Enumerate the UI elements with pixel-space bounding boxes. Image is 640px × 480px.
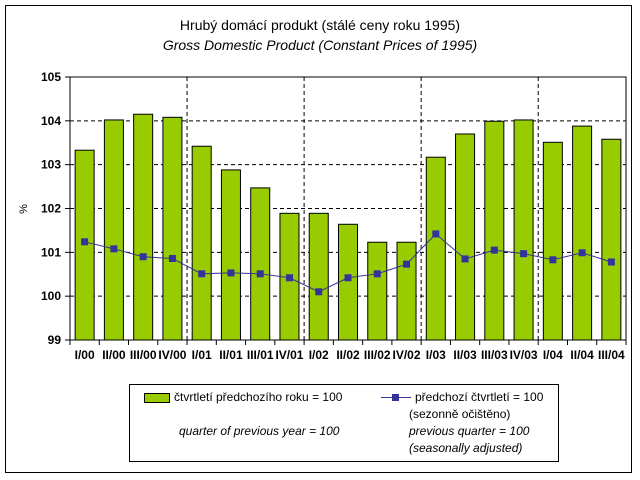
line-point [549, 256, 557, 264]
legend-line-label: předchozí čtvrtletí = 100 [415, 390, 544, 404]
line-point [490, 246, 498, 254]
bar [513, 119, 534, 341]
line-point [285, 274, 293, 282]
x-tick-label: I/02 [309, 348, 329, 362]
x-tick-label: I/01 [192, 348, 212, 362]
line-point [315, 288, 323, 296]
bar [308, 212, 329, 341]
x-tick-label: II/02 [336, 348, 360, 362]
axes-layer [65, 76, 627, 345]
x-tick-label: I/00 [75, 348, 95, 362]
line-point [461, 255, 469, 263]
bar [425, 156, 446, 341]
x-tick-label: III/04 [598, 348, 625, 362]
bar [601, 138, 622, 341]
y-tick-label: 102 [41, 202, 61, 216]
x-tick-label: IV/00 [158, 348, 186, 362]
chart-title: Hrubý domácí produkt (stálé ceny roku 19… [179, 17, 461, 33]
x-tick-label: IV/03 [510, 348, 538, 362]
bars-layer [74, 113, 622, 341]
chart-subtitle: Gross Domestic Product (Constant Prices … [162, 37, 478, 53]
legend: čtvrtletí předchozího roku = 100 quarter… [129, 384, 559, 462]
legend-line-label-en: previous quarter = 100 [409, 424, 530, 438]
x-tick-label: III/03 [481, 348, 508, 362]
line-point [81, 238, 89, 246]
y-tick-label: 105 [41, 70, 61, 84]
bar [191, 145, 212, 341]
legend-line-marker-icon [381, 393, 411, 402]
bar [250, 187, 271, 341]
line-point [227, 269, 235, 277]
bar [542, 141, 563, 341]
bar [572, 125, 593, 341]
y-tick-label: 101 [41, 245, 61, 259]
legend-bar-swatch-icon [144, 392, 170, 403]
x-tick-label: II/01 [219, 348, 243, 362]
bar [367, 241, 388, 341]
line-point [198, 270, 206, 278]
bar [162, 116, 183, 341]
x-tick-label: I/04 [543, 348, 563, 362]
x-tick-label: III/01 [247, 348, 274, 362]
y-tick-label: 103 [41, 158, 61, 172]
line-layer [81, 230, 615, 296]
y-tick-label: 99 [48, 333, 62, 347]
y-tick-label: 104 [41, 114, 61, 128]
legend-line-note: (sezonně očištěno) [409, 407, 511, 421]
line-point [578, 249, 586, 257]
x-tick-label: III/00 [130, 348, 157, 362]
legend-item-bars: čtvrtletí předchozího roku = 100 quarter… [144, 389, 342, 440]
legend-item-line: předchozí čtvrtletí = 100 (sezonně očišt… [381, 389, 543, 457]
line-point [256, 270, 264, 278]
line-point [403, 260, 411, 268]
y-axis-label: % [18, 204, 30, 214]
x-tick-label: II/04 [570, 348, 594, 362]
x-tick-label: II/00 [102, 348, 126, 362]
legend-bar-label-en: quarter of previous year = 100 [179, 424, 340, 438]
x-tick-label: III/02 [364, 348, 391, 362]
line-point [168, 254, 176, 262]
line-point [432, 230, 440, 238]
line-point [139, 253, 147, 261]
line-point [344, 274, 352, 282]
legend-line-note-en: (seasonally adjusted) [409, 441, 523, 455]
line-point [520, 250, 528, 258]
x-tick-label: I/03 [426, 348, 446, 362]
x-tick-label: IV/01 [275, 348, 303, 362]
legend-bar-label: čtvrtletí předchozího roku = 100 [174, 390, 343, 404]
labels-layer: 99 100 101 102 103 104 105 I/00 II/00 III/00 IV/00… [41, 70, 625, 362]
line-point [607, 258, 615, 266]
line-point [110, 245, 118, 253]
bar [455, 133, 476, 341]
bar [484, 120, 505, 341]
x-tick-label: IV/02 [393, 348, 421, 362]
x-tick-label: II/03 [453, 348, 477, 362]
bar [103, 119, 124, 341]
line-point [373, 270, 381, 278]
bar [133, 113, 154, 341]
bar [220, 169, 241, 341]
y-tick-label: 100 [41, 289, 61, 303]
bar [337, 223, 359, 341]
